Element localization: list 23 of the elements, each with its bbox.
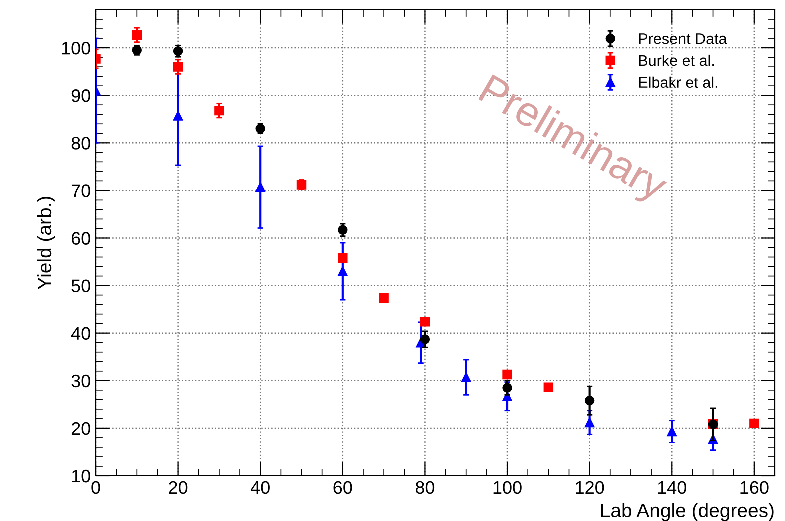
y-tick-label: 40 bbox=[71, 327, 90, 340]
y-tick-label: 100 bbox=[62, 42, 90, 55]
y-tick-label: 10 bbox=[72, 470, 90, 483]
x-tick-label: 40 bbox=[250, 481, 270, 494]
y-tick-label: 30 bbox=[72, 374, 90, 388]
x-tick-label: 120 bbox=[576, 481, 604, 494]
x-tick-label: 20 bbox=[169, 481, 188, 494]
y-tick-label: 50 bbox=[72, 280, 90, 293]
legend-label: Present Data bbox=[639, 34, 728, 44]
y-tick-label: 60 bbox=[72, 232, 90, 245]
y-tick-label: 90 bbox=[72, 90, 90, 102]
x-tick-label: 0 bbox=[92, 481, 100, 494]
y-tick-label: 20 bbox=[72, 422, 90, 436]
x-tick-label: 60 bbox=[334, 481, 352, 494]
x-tick-label: 80 bbox=[416, 481, 435, 494]
y-axis-title: Yield (arb.) bbox=[37, 197, 56, 290]
x-tick-label: 160 bbox=[740, 481, 769, 494]
y-tick-label: 70 bbox=[72, 184, 90, 198]
x-tick-label: 140 bbox=[658, 481, 686, 494]
x-tick-label: 100 bbox=[494, 481, 522, 494]
y-tick-label: 80 bbox=[72, 137, 90, 150]
x-axis-title: Lab Angle (degrees) bbox=[601, 503, 774, 521]
legend-label: Burke et al. bbox=[639, 54, 714, 66]
